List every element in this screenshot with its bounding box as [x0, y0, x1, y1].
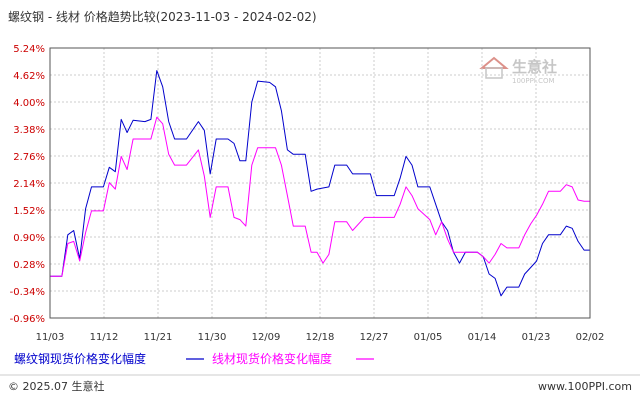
- x-tick-label: 01/23: [522, 332, 551, 343]
- y-tick-label: 4.62%: [13, 71, 45, 82]
- y-tick-label: -0.34%: [10, 287, 45, 298]
- watermark: 生意社 100PPI.COM: [479, 56, 557, 85]
- y-tick-label: 2.76%: [13, 152, 45, 163]
- watermark-domain: 100PPI.COM: [512, 77, 555, 85]
- watermark-brand: 生意社: [512, 58, 557, 76]
- legend-label-wire-rod: 线材现货价格变化幅度: [212, 351, 332, 366]
- legend: 螺纹钢现货价格变化幅度 线材现货价格变化幅度: [14, 351, 374, 366]
- plot-border: [49, 47, 591, 319]
- x-tick-label: 11/12: [90, 332, 119, 343]
- y-axis-tick-labels: 5.24% 4.62% 4.00% 3.38% 2.76% 2.14% 1.52% 0.90%…: [10, 44, 45, 325]
- y-tick-label: -0.96%: [10, 314, 45, 325]
- y-tick-label: 0.90%: [13, 233, 45, 244]
- y-tick-label: 1.52%: [13, 206, 45, 217]
- footer-site: www.100PPI.com: [538, 380, 632, 393]
- x-tick-label: 11/30: [198, 332, 227, 343]
- x-axis-tick-labels: 11/03 11/12 11/21 11/30 12/09 12/18 12/27 01/05…: [36, 332, 605, 343]
- house-logo-icon: [479, 56, 509, 79]
- series-lines: [50, 70, 590, 297]
- x-tick-label: 11/03: [36, 332, 65, 343]
- x-tick-label: 12/18: [306, 332, 335, 343]
- y-tick-label: 2.14%: [13, 179, 45, 190]
- y-tick-label: 5.24%: [13, 44, 45, 55]
- x-tick-label: 11/21: [144, 332, 173, 343]
- chart-grid: [49, 47, 591, 319]
- x-tick-label: 12/27: [360, 332, 389, 343]
- footer-copyright: © 2025.07 生意社: [8, 379, 104, 393]
- x-tick-label: 01/05: [414, 332, 443, 343]
- x-tick-label: 12/09: [252, 332, 281, 343]
- y-tick-label: 0.28%: [13, 260, 45, 271]
- x-tick-label: 01/14: [468, 332, 497, 343]
- chart-title: 螺纹钢 - 线材 价格趋势比较(2023-11-03 - 2024-02-02): [8, 9, 317, 24]
- series-line-rebar: [50, 70, 590, 297]
- y-tick-label: 3.38%: [13, 125, 45, 136]
- x-tick-label: 02/02: [576, 332, 605, 343]
- y-tick-label: 4.00%: [13, 98, 45, 109]
- series-line-wire-rod: [50, 116, 590, 277]
- legend-label-rebar: 螺纹钢现货价格变化幅度: [14, 351, 146, 366]
